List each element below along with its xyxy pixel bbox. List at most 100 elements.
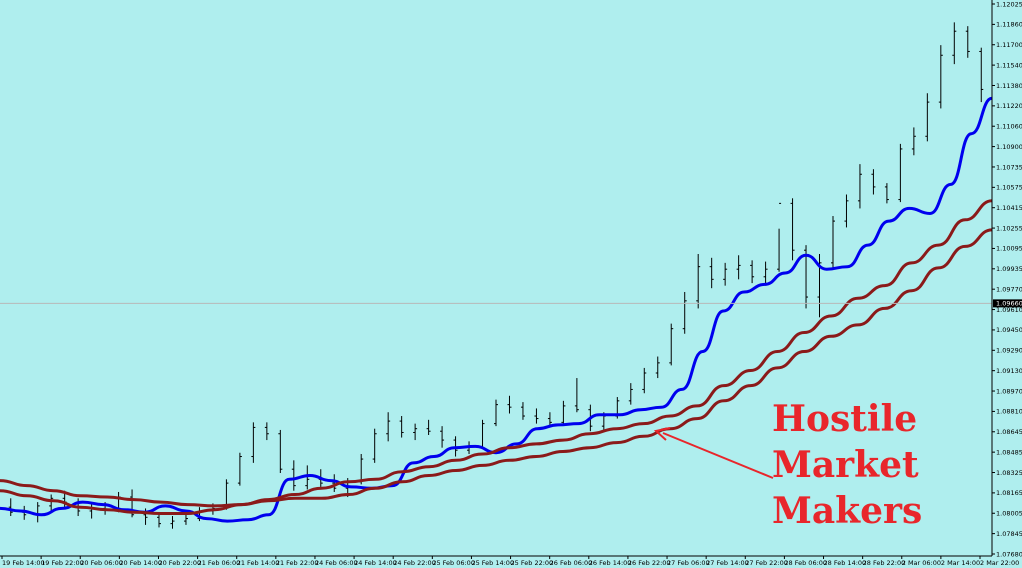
y-tick-label: 1.09610 [996,306,1022,314]
ohlc-bar [898,143,903,203]
y-tick-label: 1.09290 [996,347,1022,355]
x-tick-label: 19 Feb 14:00 [2,559,45,567]
series-line-2 [0,199,993,508]
ohlc-bar [736,255,741,280]
y-tick-label: 1.11860 [996,21,1022,29]
ohlc-bar [413,423,418,441]
ohlc-bar [965,26,970,58]
x-tick-label: 26 Feb 14:00 [589,559,632,567]
x-tick-label: 21 Feb 14:00 [237,559,280,567]
x-tick-label: 28 Feb 06:00 [784,559,827,567]
ohlc-bar [8,498,13,517]
annotation-arrow [653,427,774,479]
y-tick-label: 1.10735 [996,163,1022,171]
ohlc-bar [561,400,566,425]
ohlc-bar [372,428,377,463]
ohlc-bar [534,408,539,424]
x-tick-label: 27 Feb 06:00 [667,559,710,567]
hostile-market-makers-annotation: Hostile Market Makers [772,396,922,534]
ohlc-bar [574,378,579,413]
y-tick-label: 1.11060 [996,123,1022,131]
x-tick-label: 27 Feb 14:00 [706,559,749,567]
x-tick-label: 26 Feb 06:00 [550,559,593,567]
ohlc-bar [696,254,701,309]
ohlc-bar [332,474,337,492]
x-tick-label: 2 Mar 06:00 [902,559,941,567]
ohlc-bar [251,422,256,463]
x-tick-label: 27 Feb 22:00 [745,559,788,567]
ohlc-bar [750,260,755,284]
y-tick-label: 1.08645 [996,428,1022,436]
y-tick-label: 1.09130 [996,367,1022,375]
ohlc-bar [709,257,714,289]
x-tick-label: 21 Feb 22:00 [276,559,319,567]
current-price-badge [993,299,1022,308]
ohlc-bar [426,419,431,436]
ohlc-bar [507,395,512,414]
y-tick-label: 1.10575 [996,184,1022,192]
ohlc-bar [911,127,916,156]
x-tick-label: 26 Feb 22:00 [628,559,671,567]
ohlc-bar [494,399,498,427]
ohlc-bar [628,383,633,405]
x-tick-label: 20 Feb 22:00 [158,559,201,567]
y-tick-label: 1.08325 [996,469,1022,477]
ohlc-bar [440,426,445,448]
ohlc-bar [520,402,525,420]
ohlc-bar [723,262,728,286]
y-tick-label: 1.12025 [996,0,1022,8]
ohlc-bar [925,93,930,142]
y-tick-label: 1.11540 [996,61,1022,69]
x-tick-label: 28 Feb 14:00 [824,559,867,567]
ohlc-bar [237,452,242,486]
ohlc-bar [857,164,862,209]
y-tick-label: 1.09935 [996,265,1022,273]
annotation-line-3: Makers [772,490,923,532]
y-tick-label: 1.07845 [996,530,1022,538]
y-tick-label: 1.10900 [996,143,1022,151]
ohlc-bar [938,45,943,109]
x-tick-label: 20 Feb 14:00 [119,559,162,567]
ohlc-bar [830,216,835,268]
ohlc-bar [399,416,404,438]
ohlc-bar [642,367,647,394]
y-tick-label: 1.08005 [996,510,1022,518]
ohlc-bar [264,422,269,441]
ohlc-bar [305,465,310,490]
ohlc-bar [183,514,188,525]
y-tick-label: 1.11220 [996,102,1022,110]
x-tick-label: 25 Feb 14:00 [471,559,514,567]
ohlc-bar [979,47,984,103]
x-tick-label: 25 Feb 06:00 [432,559,475,567]
ohlc-bar [170,516,175,529]
ohlc-bar [790,198,795,261]
ohlc-bar [952,22,957,65]
x-tick-label: 24 Feb 06:00 [315,559,358,567]
x-tick-label: 20 Feb 06:00 [80,559,123,567]
x-tick-label: 21 Feb 06:00 [198,559,241,567]
x-tick-label: 19 Feb 22:00 [41,559,84,567]
series-line-1 [0,96,993,523]
y-tick-label: 1.11380 [996,82,1022,90]
x-tick-label: 24 Feb 22:00 [393,559,436,567]
annotation-line-2: Market [772,444,919,486]
ohlc-bar [157,513,162,528]
y-tick-label: 1.08810 [996,408,1022,416]
x-tick-label: 25 Feb 22:00 [511,559,554,567]
current-price-label: 1.09660 [996,300,1022,308]
ohlc-bar [682,291,687,334]
ohlc-bar [777,202,782,272]
x-tick-label: 2 Mar 14:00 [941,559,980,567]
y-tick-label: 1.11700 [996,41,1022,49]
y-tick-label: 1.10095 [996,245,1022,253]
annotation-line-1: Hostile [772,398,918,440]
x-tick-label: 28 Feb 22:00 [863,559,906,567]
series-line-3 [0,228,993,515]
y-tick-label: 1.08970 [996,387,1022,395]
y-tick-label: 1.07680 [996,550,1022,558]
y-tick-label: 1.08485 [996,448,1022,456]
ohlc-bar [291,460,296,491]
